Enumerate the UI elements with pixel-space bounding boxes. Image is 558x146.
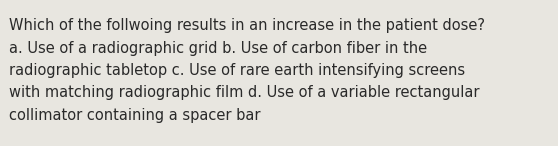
Text: radiographic tabletop c. Use of rare earth intensifying screens: radiographic tabletop c. Use of rare ear… <box>9 63 465 78</box>
Text: a. Use of a radiographic grid b. Use of carbon fiber in the: a. Use of a radiographic grid b. Use of … <box>9 40 427 55</box>
Text: collimator containing a spacer bar: collimator containing a spacer bar <box>9 108 261 123</box>
Text: with matching radiographic film d. Use of a variable rectangular: with matching radiographic film d. Use o… <box>9 86 479 100</box>
Text: Which of the follwoing results in an increase in the patient dose?: Which of the follwoing results in an inc… <box>9 18 485 33</box>
